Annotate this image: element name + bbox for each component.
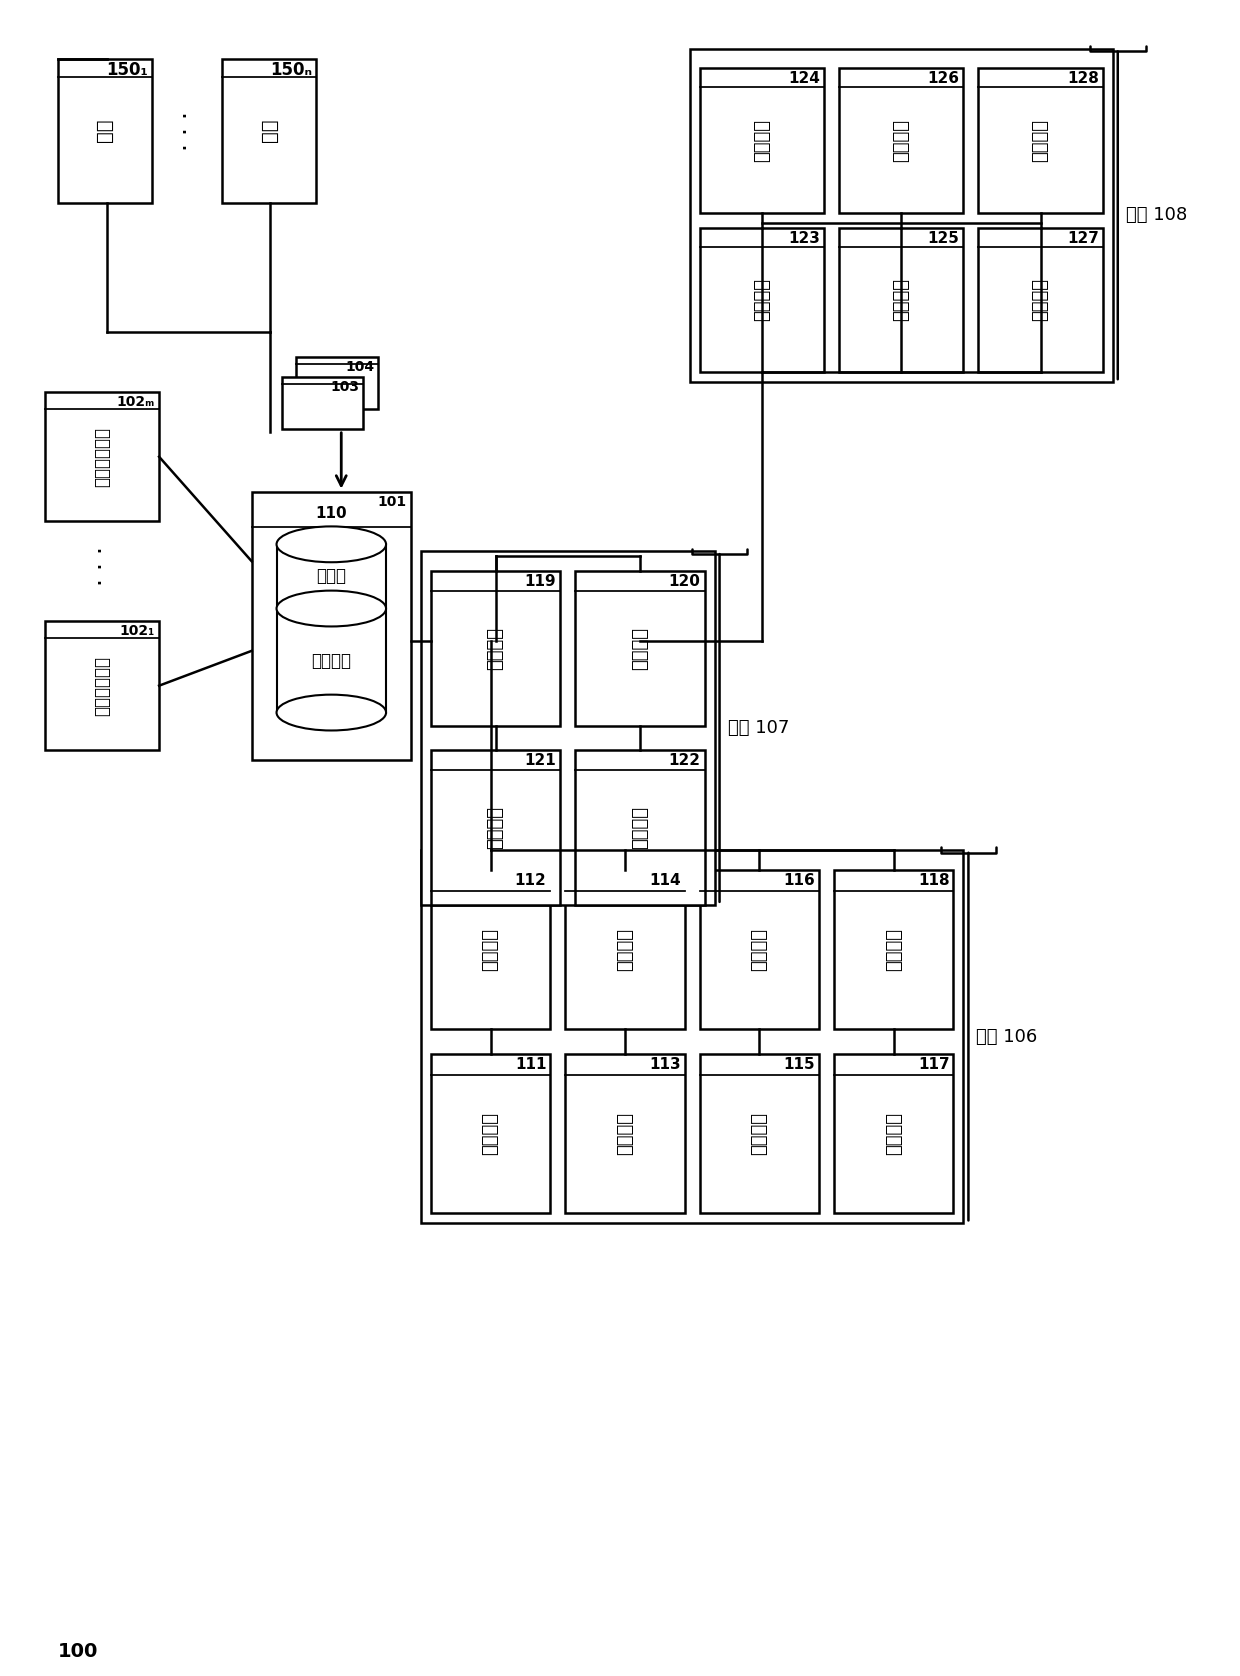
Text: 群组 106: 群组 106 — [976, 1027, 1038, 1046]
Text: 数据节点: 数据节点 — [631, 806, 649, 850]
Ellipse shape — [277, 590, 386, 627]
Bar — [699, 69, 825, 213]
Text: 116: 116 — [784, 873, 815, 888]
Text: 100: 100 — [57, 1642, 98, 1661]
Text: 126: 126 — [928, 72, 960, 87]
Bar — [222, 59, 316, 203]
Bar — [252, 491, 410, 761]
Bar — [699, 228, 825, 372]
Text: 113: 113 — [649, 1058, 681, 1073]
Text: · · ·: · · · — [175, 111, 198, 151]
Text: 111: 111 — [515, 1058, 547, 1073]
Text: 122: 122 — [668, 754, 701, 768]
Text: 150₁: 150₁ — [107, 62, 148, 79]
Text: 数据节点: 数据节点 — [631, 627, 649, 670]
Text: 数据节点: 数据节点 — [750, 1113, 769, 1155]
Bar — [835, 870, 954, 1029]
Text: 数据节点: 数据节点 — [893, 119, 910, 163]
Bar — [978, 69, 1102, 213]
Bar — [835, 1054, 954, 1213]
Bar — [575, 751, 704, 905]
Text: 数据节点: 数据节点 — [481, 929, 500, 970]
Text: 128: 128 — [1066, 72, 1099, 87]
Bar — [430, 870, 551, 1029]
Text: 群组 108: 群组 108 — [1126, 206, 1187, 225]
Bar — [45, 392, 159, 521]
Text: 119: 119 — [525, 575, 557, 590]
Ellipse shape — [277, 694, 386, 731]
Text: 112: 112 — [515, 873, 547, 888]
Text: 数据节点: 数据节点 — [1032, 278, 1049, 322]
Text: 数据节点: 数据节点 — [885, 929, 903, 970]
Text: 数据节点: 数据节点 — [616, 929, 634, 970]
Text: 数据节点: 数据节点 — [616, 1113, 634, 1155]
Bar — [699, 870, 820, 1029]
Text: 用户: 用户 — [259, 119, 279, 142]
Text: 121: 121 — [525, 754, 557, 768]
Text: 125: 125 — [928, 231, 960, 246]
Text: 123: 123 — [789, 231, 820, 246]
Text: 数据节点: 数据节点 — [481, 1113, 500, 1155]
Text: 102₁: 102₁ — [120, 623, 155, 639]
Text: 用户: 用户 — [95, 119, 114, 142]
Bar — [430, 1054, 551, 1213]
Text: 103: 103 — [330, 380, 360, 394]
Text: 118: 118 — [918, 873, 950, 888]
Bar — [565, 870, 684, 1029]
Text: 127: 127 — [1066, 231, 1099, 246]
Bar — [420, 551, 714, 905]
Text: 115: 115 — [784, 1058, 815, 1073]
Bar — [281, 377, 363, 429]
Text: 数据节点: 数据节点 — [1032, 119, 1049, 163]
Text: 数据节点: 数据节点 — [753, 119, 771, 163]
Text: 数据节点: 数据节点 — [486, 806, 505, 850]
Bar — [430, 751, 560, 905]
Text: 第二名称节点: 第二名称节点 — [93, 655, 110, 716]
Bar — [430, 572, 560, 726]
Bar — [565, 1054, 684, 1213]
Text: 名称节点: 名称节点 — [311, 652, 351, 669]
Text: 120: 120 — [668, 575, 701, 590]
Text: 第二名称节点: 第二名称节点 — [93, 427, 110, 486]
Text: 数据节点: 数据节点 — [750, 929, 769, 970]
Text: 110: 110 — [315, 506, 347, 521]
Bar — [420, 850, 963, 1223]
Bar — [839, 69, 963, 213]
Text: 数据节点: 数据节点 — [885, 1113, 903, 1155]
Text: 数据节点: 数据节点 — [486, 627, 505, 670]
Bar — [45, 622, 159, 751]
Text: · · ·: · · · — [91, 546, 114, 587]
Text: 群组 107: 群组 107 — [728, 719, 789, 737]
Ellipse shape — [277, 526, 386, 561]
Text: 124: 124 — [789, 72, 820, 87]
Text: 102ₘ: 102ₘ — [117, 396, 155, 409]
Text: 150ₙ: 150ₙ — [270, 62, 312, 79]
Bar — [575, 572, 704, 726]
Text: 114: 114 — [649, 873, 681, 888]
Text: 101: 101 — [378, 494, 407, 508]
Bar — [839, 228, 963, 372]
Bar — [296, 357, 378, 409]
Text: 数据节点: 数据节点 — [893, 278, 910, 322]
Bar — [978, 228, 1102, 372]
Bar — [689, 49, 1112, 382]
Text: 数据节点: 数据节点 — [753, 278, 771, 322]
Text: 资料库: 资料库 — [316, 568, 346, 585]
Text: 117: 117 — [918, 1058, 950, 1073]
Text: 104: 104 — [345, 360, 374, 374]
Bar — [699, 1054, 820, 1213]
Bar — [57, 59, 153, 203]
